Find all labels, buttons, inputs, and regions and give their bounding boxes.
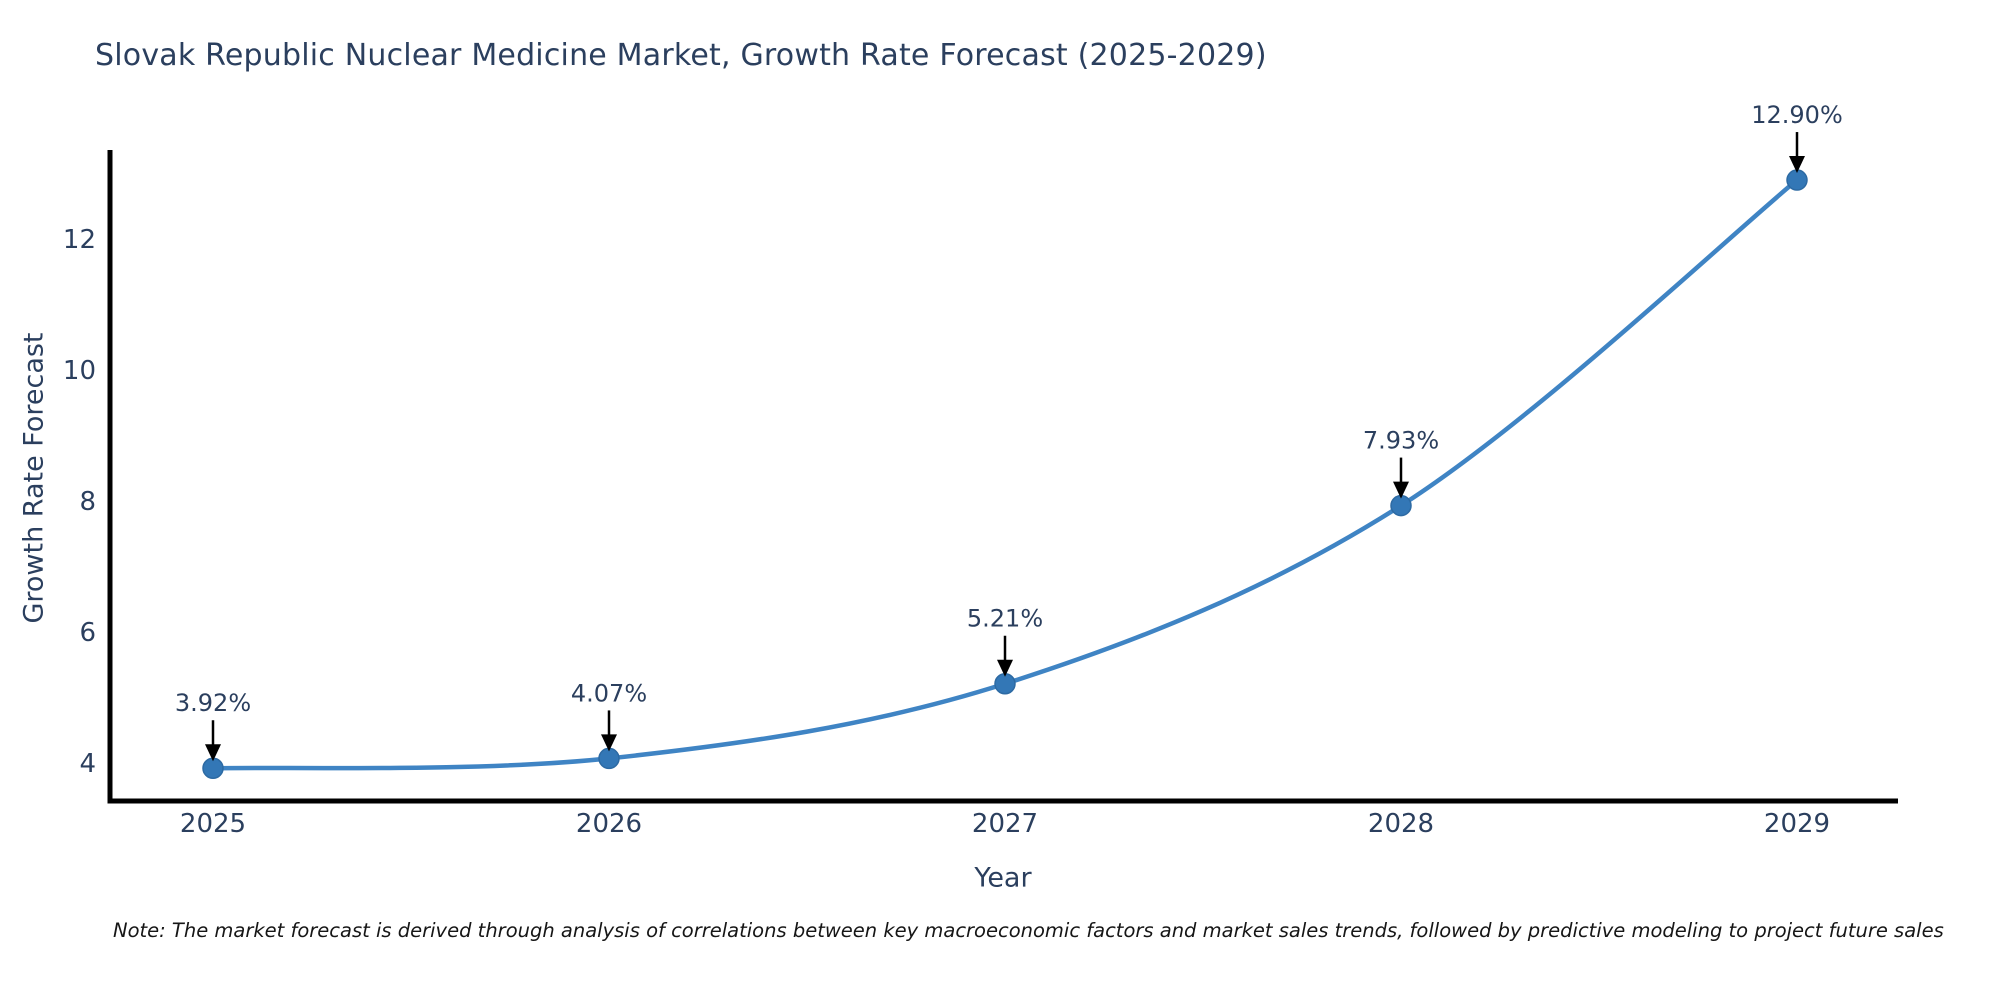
- x-tick-label: 2025: [180, 809, 246, 839]
- y-tick-label: 8: [79, 487, 96, 517]
- annotation-arrowhead: [601, 734, 617, 752]
- x-tick-label: 2027: [972, 809, 1038, 839]
- annotation-arrowhead: [1789, 156, 1805, 174]
- y-tick-label: 4: [79, 749, 96, 779]
- y-tick-label: 12: [63, 225, 96, 255]
- x-axis-label: Year: [974, 862, 1032, 894]
- annotation-arrowhead: [997, 659, 1013, 677]
- footnote: Note: The market forecast is derived thr…: [113, 919, 1944, 942]
- x-tick-label: 2029: [1764, 809, 1830, 839]
- annotation-arrowhead: [205, 744, 221, 762]
- x-tick-label: 2026: [576, 809, 642, 839]
- x-tick-label: 2028: [1368, 809, 1434, 839]
- annotation-label: 5.21%: [967, 605, 1043, 633]
- annotation-label: 3.92%: [175, 689, 251, 717]
- y-tick-label: 10: [63, 356, 96, 386]
- annotation-label: 4.07%: [571, 679, 647, 707]
- annotation-label: 7.93%: [1363, 427, 1439, 455]
- chart-title: Slovak Republic Nuclear Medicine Market,…: [95, 38, 1267, 73]
- annotation-arrowhead: [1393, 481, 1409, 499]
- y-tick-label: 6: [79, 618, 96, 648]
- annotation-label: 12.90%: [1751, 101, 1843, 129]
